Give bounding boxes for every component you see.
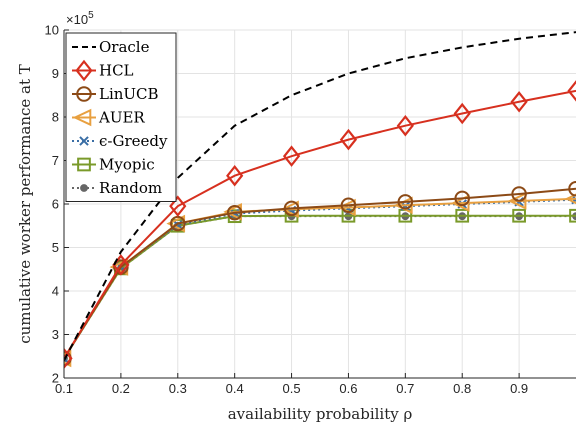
- legend-label: Myopic: [99, 156, 155, 174]
- y-tick-label: 8: [52, 110, 59, 125]
- x-tick-label: 0.3: [169, 381, 187, 396]
- legend-marker: [80, 184, 88, 192]
- y-tick-label: 6: [52, 197, 59, 212]
- data-point: [169, 195, 187, 217]
- data-point: [569, 208, 576, 223]
- y-tick-label: 5: [52, 240, 59, 255]
- data-point: [455, 208, 470, 223]
- y-multiplier-label: ×105: [66, 10, 94, 27]
- series-line: [64, 214, 576, 359]
- legend-entry: LinUCB: [72, 85, 159, 103]
- data-point: [510, 91, 528, 113]
- legend-entry: AUER: [72, 109, 145, 127]
- y-axis-label: cumulative worker performance at T: [16, 64, 34, 344]
- legend-label: HCL: [99, 62, 134, 80]
- series-line: [64, 198, 576, 359]
- x-tick-label: 0.5: [283, 381, 301, 396]
- series-hcl: [64, 80, 576, 370]
- legend-entry: ϵ-Greedy: [72, 132, 168, 150]
- legend-label: ϵ-Greedy: [99, 132, 168, 150]
- series-oracle: [64, 31, 576, 362]
- legend: Oracle HCL LinUCB AUER ϵ-Greedy Myopic Random: [65, 32, 177, 202]
- legend-label: AUER: [98, 109, 145, 127]
- series-layer: [64, 31, 576, 370]
- data-point: [340, 197, 357, 214]
- legend-marker: [77, 157, 91, 172]
- data-point: [282, 145, 301, 167]
- x-tick-label: 0.1: [55, 381, 73, 396]
- tick-labels: 0.1 0.2 0.3 0.4 0.5 0.6 0.7 0.8 0.9 2 3 4 5 6 7 8 9 10: [45, 23, 529, 397]
- data-point: [64, 347, 73, 370]
- series-line: [64, 31, 576, 362]
- data-point: [341, 208, 356, 223]
- y-tick-label: 4: [52, 284, 59, 299]
- series-line: [64, 89, 576, 359]
- x-tick-label: 0.9: [510, 381, 528, 396]
- x-tick-label: 0.4: [226, 381, 244, 396]
- series-line: [64, 187, 576, 359]
- x-tick-label: 0.2: [112, 381, 130, 396]
- data-point: [512, 208, 526, 223]
- legend-marker: [75, 59, 93, 82]
- y-tick-label: 7: [52, 153, 59, 168]
- x-tick-label: 0.6: [339, 381, 357, 396]
- data-point: [450, 194, 470, 212]
- legend-marker: [72, 108, 92, 127]
- legend-entry: HCL: [72, 59, 134, 82]
- legend-label: LinUCB: [99, 85, 159, 103]
- data-point: [397, 194, 414, 210]
- y-tick-label: 10: [45, 23, 59, 38]
- x-axis-label: availability probability ρ: [228, 405, 413, 423]
- legend-label: Oracle: [99, 38, 150, 56]
- legend-entry: Random: [72, 179, 162, 197]
- data-point: [568, 181, 576, 197]
- y-multiplier-exponent: 5: [88, 10, 94, 21]
- y-tick-label: 3: [52, 327, 59, 342]
- legend-entry: Oracle: [72, 38, 150, 56]
- data-point: [339, 128, 358, 151]
- legend-marker: [76, 86, 92, 102]
- legend-label: Random: [99, 179, 162, 197]
- data-point: [226, 164, 244, 187]
- y-tick-label: 2: [52, 371, 59, 386]
- axes: [63, 29, 576, 379]
- data-point: [283, 200, 300, 217]
- x-tick-label: 0.7: [396, 381, 414, 396]
- legend-entry: Myopic: [72, 156, 155, 174]
- data-point: [511, 186, 527, 202]
- x-tick-label: 0.8: [453, 381, 471, 396]
- data-point: [567, 80, 576, 102]
- y-tick-label: 9: [52, 66, 59, 81]
- data-point: [396, 114, 414, 137]
- data-point: [453, 102, 471, 125]
- data-point: [507, 192, 527, 210]
- data-point: [226, 204, 243, 221]
- data-point: [454, 190, 470, 207]
- legend-marker: [79, 136, 89, 146]
